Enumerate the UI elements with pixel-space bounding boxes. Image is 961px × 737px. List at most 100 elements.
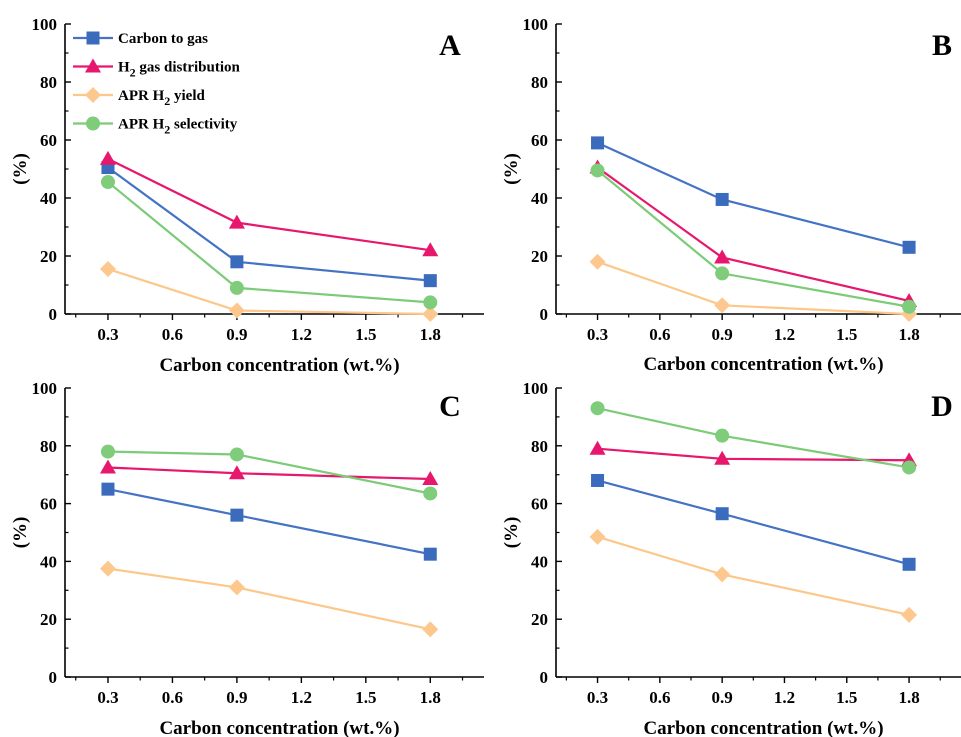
series-1 (99, 459, 439, 486)
data-point (228, 465, 245, 480)
x-tick-label: 0.3 (587, 325, 608, 344)
x-tick-label: 1.5 (355, 688, 376, 707)
series-line (596, 169, 910, 308)
x-tick-label: 0.9 (226, 325, 247, 344)
x-tick-label: 1.2 (291, 688, 312, 707)
series-3 (590, 163, 917, 314)
x-tick-label: 1.8 (420, 688, 441, 707)
series-line (107, 166, 431, 282)
series-2 (99, 261, 439, 322)
x-tick-label: 1.8 (898, 688, 919, 707)
y-tick-label: 100 (523, 15, 549, 34)
data-point (101, 482, 115, 496)
x-tick-label: 0.3 (97, 325, 118, 344)
data-point (714, 566, 731, 583)
y-tick-label: 0 (540, 668, 549, 687)
chart-panel-a: 0 20 40 60 80 100 0.3 0.6 0.9 1.2 1.5 1.8 Carbon con… (10, 15, 484, 376)
data-point (714, 450, 731, 465)
data-point (715, 192, 729, 206)
series-3 (100, 175, 438, 310)
x-axis-title: Carbon concentration (wt.%) (159, 718, 399, 737)
chart-panel-d: 0 20 40 60 80 100 0.3 0.6 0.9 1.2 1.5 1.8 Carbon con… (501, 379, 961, 737)
panel-letter: C (439, 390, 461, 423)
y-tick-label: 80 (531, 437, 548, 456)
series-2 (589, 253, 918, 322)
y-tick-label: 20 (531, 610, 548, 629)
panel-letter: B (932, 29, 952, 62)
x-tick-label: 0.6 (649, 325, 670, 344)
y-tick-label: 20 (40, 610, 57, 629)
series-line (597, 535, 910, 616)
legend-label: APR H2 selectivity (118, 117, 238, 137)
series-line (597, 141, 910, 249)
x-tick-label: 0.3 (97, 688, 118, 707)
series-2 (589, 528, 918, 623)
series-0 (591, 473, 916, 571)
y-tick-label: 80 (40, 437, 57, 456)
data-point (902, 460, 917, 475)
panel-letter: A (439, 29, 461, 62)
series-0 (101, 482, 437, 561)
legend: Carbon to gas H2 gas distribution APR H2 y… (73, 31, 241, 137)
data-point (901, 606, 918, 623)
series-1 (589, 440, 918, 467)
y-tick-label: 40 (40, 189, 57, 208)
legend-label: H2 gas distribution (118, 60, 241, 80)
y-tick-label: 0 (49, 668, 58, 687)
y-tick-label: 100 (32, 15, 58, 34)
data-point (230, 508, 244, 522)
x-axis-title: Carbon concentration (wt.%) (643, 718, 883, 737)
series-line (107, 157, 431, 252)
data-point (422, 621, 439, 638)
x-tick-label: 0.3 (587, 688, 608, 707)
y-tick-label: 20 (531, 247, 548, 266)
y-tick-label: 40 (40, 552, 57, 571)
y-axis-title: (%) (10, 517, 31, 549)
x-tick-label: 0.6 (162, 325, 183, 344)
y-tick-label: 40 (531, 552, 548, 571)
data-point (229, 447, 244, 462)
y-tick-label: 80 (531, 73, 548, 92)
y-tick-label: 60 (40, 131, 57, 150)
series-line (107, 488, 431, 556)
data-point (99, 261, 116, 278)
data-point (590, 401, 605, 416)
data-point (229, 280, 244, 295)
y-axis-title: (%) (10, 153, 31, 185)
data-point (100, 175, 115, 190)
x-tick-label: 1.5 (836, 688, 857, 707)
data-point (228, 579, 245, 596)
series-0 (591, 136, 916, 254)
data-point (902, 299, 917, 314)
legend-label: APR H2 yield (118, 88, 205, 108)
x-tick-label: 1.8 (898, 325, 919, 344)
x-tick-label: 1.2 (291, 325, 312, 344)
data-point (230, 255, 244, 269)
data-point (99, 150, 116, 165)
legend-marker (85, 87, 101, 103)
x-tick-label: 0.9 (712, 688, 733, 707)
series-line (107, 466, 431, 481)
x-tick-label: 0.6 (649, 688, 670, 707)
y-tick-label: 0 (540, 305, 549, 324)
series-0 (101, 161, 437, 288)
x-tick-label: 1.2 (774, 325, 795, 344)
legend-label: Carbon to gas (118, 31, 208, 47)
data-point (99, 560, 116, 577)
legend-marker (86, 116, 100, 131)
data-point (715, 266, 730, 281)
data-point (590, 163, 605, 178)
data-point (902, 557, 916, 571)
x-tick-label: 1.2 (774, 688, 795, 707)
y-tick-label: 40 (531, 189, 548, 208)
x-tick-label: 0.6 (162, 688, 183, 707)
y-tick-label: 60 (40, 495, 57, 514)
data-point (422, 242, 439, 257)
x-tick-label: 0.9 (226, 688, 247, 707)
x-axis-title: Carbon concentration (wt.%) (159, 355, 399, 376)
series-2 (99, 560, 439, 638)
series-line (597, 260, 910, 316)
data-point (714, 297, 731, 314)
y-axis-title: (%) (501, 153, 522, 185)
